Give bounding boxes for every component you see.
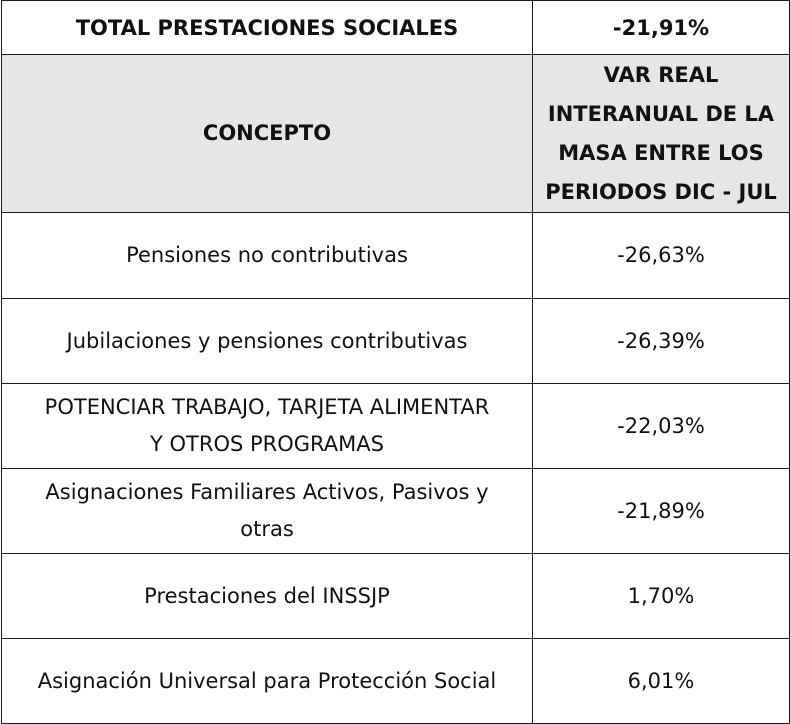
concept-cell: Pensiones no contributivas xyxy=(1,212,533,299)
concept-cell: Prestaciones del INSSJP xyxy=(1,553,533,639)
concept-line: Jubilaciones y pensiones contributivas xyxy=(66,328,468,353)
concept-cell: Jubilaciones y pensiones contributivas xyxy=(1,298,533,384)
variation-header-line: MASA ENTRE LOS xyxy=(558,140,764,165)
concept-line: Asignación Universal para Protección Soc… xyxy=(37,668,497,693)
concept-line: Pensiones no contributivas xyxy=(126,243,408,267)
value-cell: -26,39% xyxy=(532,298,790,384)
concept-cell: Asignación Universal para Protección Soc… xyxy=(1,638,533,724)
concept-line: otras xyxy=(240,517,294,541)
table-row: POTENCIAR TRABAJO, TARJETA ALIMENTAR Y O… xyxy=(1,383,790,469)
value-cell: -26,63% xyxy=(532,212,790,299)
variation-header-line: INTERANUAL DE LA xyxy=(547,101,775,126)
total-label: TOTAL PRESTACIONES SOCIALES xyxy=(1,0,533,55)
variation-header-line: VAR REAL xyxy=(603,62,719,87)
concept-line: POTENCIAR TRABAJO, TARJETA ALIMENTAR xyxy=(44,395,490,419)
table-row: Pensiones no contributivas -26,63% xyxy=(1,212,790,299)
concept-line: Prestaciones del INSSJP xyxy=(144,583,390,608)
table-row: Asignación Universal para Protección Soc… xyxy=(1,638,790,724)
value-cell: 6,01% xyxy=(532,638,790,724)
concept-header: CONCEPTO xyxy=(1,54,533,213)
concept-line: Y OTROS PROGRAMAS xyxy=(150,432,384,456)
variation-header-line: PERIODOS DIC - JUL xyxy=(545,179,777,204)
table-row: Asignaciones Familiares Activos, Pasivos… xyxy=(1,468,790,554)
total-value: -21,91% xyxy=(532,0,790,55)
value-cell: -21,89% xyxy=(532,468,790,554)
concept-cell: Asignaciones Familiares Activos, Pasivos… xyxy=(1,468,533,554)
value-cell: 1,70% xyxy=(532,553,790,639)
table-row: Jubilaciones y pensiones contributivas -… xyxy=(1,298,790,384)
value-cell: -22,03% xyxy=(532,383,790,469)
variation-header: VAR REAL INTERANUAL DE LA MASA ENTRE LOS… xyxy=(532,54,790,213)
concept-line: Asignaciones Familiares Activos, Pasivos… xyxy=(45,480,489,504)
concept-cell: POTENCIAR TRABAJO, TARJETA ALIMENTAR Y O… xyxy=(1,383,533,469)
header-row: CONCEPTO VAR REAL INTERANUAL DE LA MASA … xyxy=(1,54,790,213)
total-row: TOTAL PRESTACIONES SOCIALES -21,91% xyxy=(1,0,790,55)
table-row: Prestaciones del INSSJP 1,70% xyxy=(1,553,790,639)
